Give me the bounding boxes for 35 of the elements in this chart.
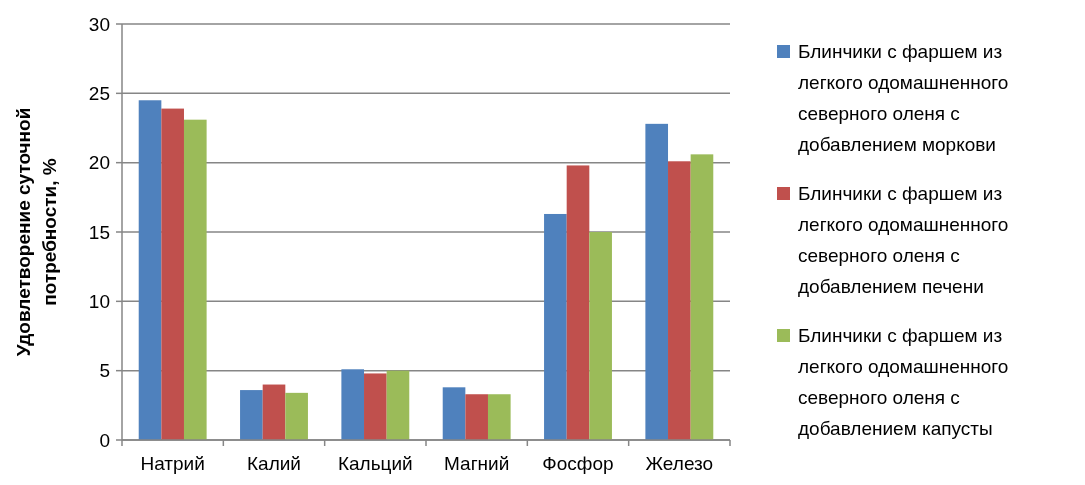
bar (341, 369, 365, 440)
y-axis-title: Удовлетворение суточной потребности, % (13, 107, 60, 357)
y-tick-label: 15 (88, 221, 110, 243)
y-tick-label: 20 (88, 152, 110, 174)
x-tick-label: Железо (645, 453, 714, 474)
bar (262, 384, 286, 440)
x-tick-label: Фосфор (542, 453, 614, 474)
bar (690, 154, 714, 440)
bar (285, 392, 308, 440)
bar (240, 390, 263, 440)
y-tick-label: 25 (88, 82, 110, 104)
y-tick-label: 0 (99, 429, 110, 451)
y-tick-label: 10 (88, 290, 110, 312)
bar (442, 387, 466, 440)
x-tick-label: Кальций (337, 453, 413, 474)
bar (487, 394, 511, 440)
bar (386, 370, 410, 440)
legend-label: Блинчики с фаршем из легкого одомашненного северного оленя с добавлением капусты (798, 325, 1009, 439)
legend-label: Блинчики с фаршем из легкого одомашненного северного оленя с добавлением моркови (798, 41, 1009, 155)
bar (364, 373, 387, 440)
bar (544, 213, 567, 440)
x-tick-label: Натрий (140, 453, 205, 474)
bar (645, 123, 669, 440)
bar (138, 100, 162, 440)
y-tick-label: 30 (88, 13, 110, 35)
bar (161, 108, 184, 440)
bar (668, 161, 691, 440)
bar (589, 232, 612, 440)
x-tick-label: Калий (247, 453, 301, 474)
legend-label: Блинчики с фаршем из легкого одомашненного северного оленя с добавлением печени (798, 183, 1009, 297)
x-tick-label: Магний (444, 453, 510, 474)
bar (183, 119, 207, 440)
y-tick-label: 5 (99, 360, 110, 382)
bar (566, 165, 590, 440)
bar (465, 394, 488, 440)
